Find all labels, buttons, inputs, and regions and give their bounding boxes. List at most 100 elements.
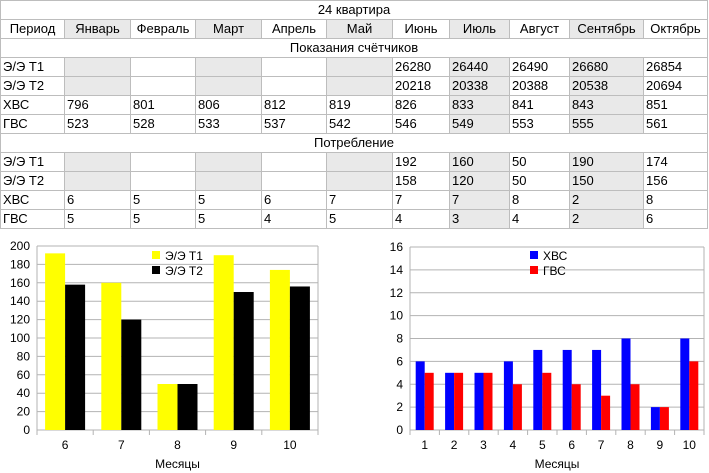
column-header: Март (195, 19, 262, 39)
x-tick-label: 5 (539, 438, 546, 452)
table-cell (326, 76, 393, 96)
bar-ГВС (689, 361, 699, 430)
row-label: Э/Э Т2 (0, 76, 65, 96)
table-cell: 160 (449, 152, 510, 172)
column-header: Февраль (130, 19, 196, 39)
table-cell (326, 57, 393, 77)
y-tick-label: 4 (396, 377, 403, 391)
table-cell: 26440 (449, 57, 510, 77)
y-tick-label: 8 (396, 332, 403, 346)
electricity-chart: 0 20 40 60 80 100 120 140 160 180 200 6 7 8 9 10 Месяцы Э… (10, 239, 319, 471)
table-cell (261, 57, 327, 77)
x-tick-label: 7 (118, 438, 125, 452)
table-cell: 826 (392, 95, 450, 115)
y-tick-label: 160 (10, 276, 30, 290)
table-cell (130, 171, 196, 191)
table-title-row: 24 квартира (0, 0, 708, 20)
table-row: Э/Э Т1 192 160 50 190 174 (0, 152, 708, 172)
x-axis-label: Месяцы (535, 457, 580, 471)
bar-ГВС (659, 407, 669, 430)
bar-ГВС (483, 372, 493, 430)
column-header: Май (326, 19, 393, 39)
bar-ХВС (680, 338, 690, 430)
x-tick-label: 1 (421, 438, 428, 452)
table-cell: 20388 (509, 76, 570, 96)
y-tick-label: 6 (396, 354, 403, 368)
bar-ХВС (592, 349, 602, 430)
y-tick-label: 100 (10, 331, 30, 345)
table-cell: 4 (392, 209, 450, 229)
table-cell: 546 (392, 114, 450, 134)
table-row: Э/Э Т1 26280 26440 26490 26680 26854 (0, 57, 708, 77)
bar-Э/Э Т2 (233, 292, 254, 430)
bar-Э/Э Т2 (121, 319, 142, 430)
table-cell: 120 (449, 171, 510, 191)
bar-Э/Э Т1 (101, 282, 122, 430)
table-cell: 5 (195, 190, 262, 210)
bar-ХВС (621, 338, 631, 430)
table-cell: 5 (64, 209, 131, 229)
table-cell: 553 (509, 114, 570, 134)
table-cell (326, 171, 393, 191)
bar-ХВС (445, 372, 455, 430)
table-cell (261, 152, 327, 172)
bar-ХВС (562, 349, 572, 430)
table-cell: 26280 (392, 57, 450, 77)
table-cell: 812 (261, 95, 327, 115)
table-cell (195, 171, 262, 191)
table-cell: 2 (569, 209, 644, 229)
table-cell: 20218 (392, 76, 450, 96)
table-cell (195, 57, 262, 77)
table-cell: 3 (449, 209, 510, 229)
bar-ГВС (601, 395, 611, 430)
bar-ХВС (503, 361, 513, 430)
table-cell: 6 (643, 209, 708, 229)
y-tick-label: 0 (23, 423, 30, 437)
column-header: Период (0, 19, 65, 39)
bar-Э/Э Т1 (45, 253, 66, 430)
x-tick-label: 6 (62, 438, 69, 452)
y-tick-label: 14 (390, 263, 404, 277)
x-tick-label: 7 (598, 438, 605, 452)
table-cell: 5 (326, 209, 393, 229)
y-tick-label: 12 (390, 286, 404, 300)
table-cell: 523 (64, 114, 131, 134)
column-header: Январь (64, 19, 131, 39)
x-tick-label: 2 (451, 438, 458, 452)
y-tick-label: 60 (17, 368, 31, 382)
bar-ГВС (542, 372, 552, 430)
table-row: ГВС 523 528 533 537 542 546 549 553 555 561 (0, 114, 708, 134)
bar-ХВС (650, 407, 660, 430)
y-tick-label: 10 (390, 309, 404, 323)
table-row: ХВС 796 801 806 812 819 826 833 841 843 851 (0, 95, 708, 115)
section-title: Потребление (0, 133, 708, 153)
table-cell (195, 76, 262, 96)
table-row: Э/Э Т2 20218 20338 20388 20538 20694 (0, 76, 708, 96)
table-title: 24 квартира (0, 0, 708, 20)
bar-ГВС (512, 384, 522, 430)
x-axis-label: Месяцы (155, 457, 200, 471)
table-cell (130, 76, 196, 96)
bar-ГВС (454, 372, 464, 430)
x-tick-label: 8 (174, 438, 181, 452)
table-cell: 50 (509, 171, 570, 191)
table-cell: 528 (130, 114, 196, 134)
y-tick-label: 20 (17, 405, 31, 419)
column-header: Июнь (392, 19, 450, 39)
table-cell: 542 (326, 114, 393, 134)
y-tick-label: 40 (17, 386, 31, 400)
y-tick-label: 2 (396, 400, 403, 414)
bar-Э/Э Т1 (269, 269, 290, 430)
table-row: ХВС 6 5 5 6 7 7 7 8 2 8 (0, 190, 708, 210)
x-tick-label: 10 (683, 438, 697, 452)
column-header: Октябрь (643, 19, 708, 39)
table-cell: 4 (509, 209, 570, 229)
section-title-row: Показания счётчиков (0, 38, 708, 58)
table-cell: 796 (64, 95, 131, 115)
table-cell: 555 (569, 114, 644, 134)
x-tick-label: 9 (230, 438, 237, 452)
x-tick-label: 6 (568, 438, 575, 452)
table-cell: 7 (449, 190, 510, 210)
table-cell: 26854 (643, 57, 708, 77)
row-label: ГВС (0, 114, 65, 134)
